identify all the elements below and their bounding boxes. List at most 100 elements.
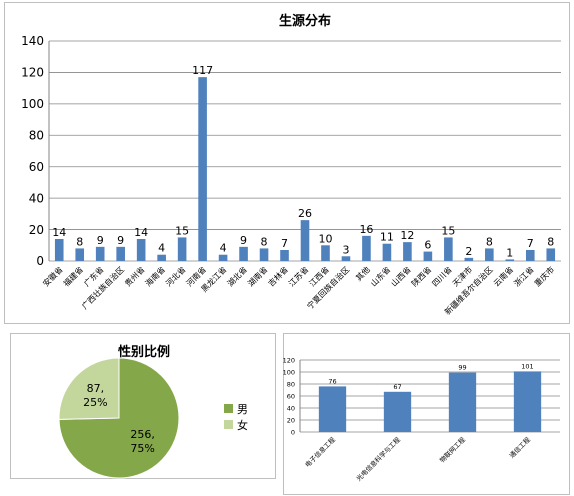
bar — [423, 251, 433, 261]
y-tick-label: 0 — [36, 254, 44, 268]
major-chart-panel: 0 20 40 60 80 100 120 76 电子信息工程 67 光电信息科学与工程 99 物联网工… — [283, 333, 570, 495]
data-label: 10 — [318, 232, 332, 245]
data-label: 14 — [134, 226, 148, 239]
pie-slice — [58, 357, 120, 420]
x-tick-label: 通信工程 — [507, 435, 532, 460]
region-bar-chart: 生源分布02040608010012014014安徽省8福建省9广东省9广西壮族… — [21, 13, 561, 317]
data-label: 8 — [486, 235, 493, 248]
bar — [300, 220, 310, 261]
bar — [54, 239, 64, 261]
x-tick-label: 湖北省 — [225, 264, 249, 288]
data-label: 76 — [328, 377, 336, 385]
data-label: 4 — [220, 242, 227, 255]
y-tick-label: 20 — [29, 223, 44, 237]
x-tick-label: 其他 — [353, 264, 371, 282]
data-label: 12 — [400, 229, 414, 242]
x-tick-label: 贵州省 — [123, 264, 147, 288]
bar — [177, 237, 187, 261]
bar — [318, 386, 347, 432]
data-label: 14 — [52, 226, 66, 239]
bar — [505, 259, 515, 261]
bar — [444, 237, 453, 261]
bar — [546, 248, 556, 261]
y-tick-label: 60 — [287, 392, 295, 400]
data-label: 3 — [342, 243, 349, 256]
y-tick-label: 120 — [283, 356, 295, 364]
bar — [382, 243, 392, 261]
slice-label: 25% — [83, 396, 107, 409]
bar — [485, 248, 494, 261]
data-label: 16 — [359, 223, 373, 236]
data-label: 15 — [175, 224, 189, 237]
x-tick-label: 陕西省 — [409, 264, 433, 288]
data-label: 99 — [458, 364, 466, 372]
x-tick-label: 物联网工程 — [438, 435, 468, 465]
x-tick-label: 电子信息工程 — [303, 435, 337, 469]
data-label: 6 — [424, 239, 431, 252]
bar — [341, 256, 351, 261]
bar — [239, 246, 248, 261]
y-tick-label: 80 — [287, 380, 295, 388]
bar — [136, 239, 146, 261]
data-label: 9 — [97, 234, 104, 247]
data-label: 7 — [527, 237, 534, 250]
y-tick-label: 40 — [29, 191, 44, 205]
bar — [383, 391, 412, 432]
legend-swatch — [224, 420, 233, 429]
gender-chart-panel: 性别比例 256, 75% 87, 25% 男女 — [10, 333, 276, 479]
data-label: 26 — [298, 207, 312, 220]
legend-swatch — [224, 404, 233, 413]
region-chart-panel: 生源分布 0 20 40 60 80 100 120 140 14 安徽省 8 福建省 9 广东省 9 广西壮族… — [4, 2, 570, 324]
bar — [116, 246, 125, 261]
y-tick-label: 100 — [283, 368, 295, 376]
data-label: 9 — [117, 234, 124, 247]
gender-pie-chart: 性别比例 256,75% 87,25% 男女 — [58, 344, 248, 479]
bar — [525, 250, 535, 261]
bar — [321, 245, 330, 261]
x-tick-label: 吉林省 — [266, 264, 290, 288]
data-label: 67 — [393, 383, 401, 391]
bar — [280, 250, 289, 261]
x-tick-label: 山东省 — [368, 264, 392, 288]
x-tick-label: 江苏省 — [286, 264, 310, 288]
data-label: 117 — [192, 64, 213, 77]
y-tick-label: 20 — [287, 416, 295, 424]
bar — [75, 248, 85, 261]
x-tick-label: 河北省 — [163, 264, 187, 288]
x-tick-label: 安徽省 — [41, 264, 65, 288]
pie-slice — [58, 357, 180, 479]
x-tick-label: 重庆市 — [532, 264, 556, 288]
x-tick-label: 四川省 — [430, 264, 454, 288]
bar — [198, 77, 207, 262]
major-bar-chart: 0 20 40 60 80 100 120 76 电子信息工程 67 光电信息科学与工程 99 物联网工… — [283, 356, 560, 483]
chart-title: 性别比例 — [118, 344, 170, 360]
y-tick-label: 120 — [21, 66, 44, 80]
bar — [259, 248, 269, 261]
x-tick-label: 光电信息科学与工程 — [354, 435, 402, 483]
data-label: 2 — [465, 245, 472, 258]
bar — [448, 372, 477, 432]
x-tick-label: 山西省 — [389, 264, 413, 288]
x-tick-label: 浙江省 — [512, 264, 536, 288]
y-tick-label: 100 — [21, 97, 44, 111]
bar — [95, 246, 105, 261]
bar — [157, 254, 166, 261]
x-tick-label: 海南省 — [143, 264, 167, 288]
slice-label: 256, — [130, 428, 155, 441]
bar — [464, 257, 474, 261]
slice-label: 87, — [87, 382, 105, 395]
data-label: 8 — [547, 235, 554, 248]
data-label: 1 — [506, 246, 513, 259]
bar — [513, 371, 542, 432]
y-tick-label: 60 — [29, 160, 44, 174]
legend-label: 女 — [237, 418, 248, 432]
x-tick-label: 云南省 — [491, 264, 515, 288]
chart-title: 生源分布 — [279, 13, 331, 29]
data-label: 8 — [261, 235, 268, 248]
data-label: 15 — [441, 224, 455, 237]
bar — [403, 242, 412, 261]
data-label: 8 — [76, 235, 83, 248]
x-tick-label: 湖南省 — [245, 264, 269, 288]
data-label: 9 — [240, 234, 247, 247]
slice-label: 75% — [130, 442, 154, 455]
